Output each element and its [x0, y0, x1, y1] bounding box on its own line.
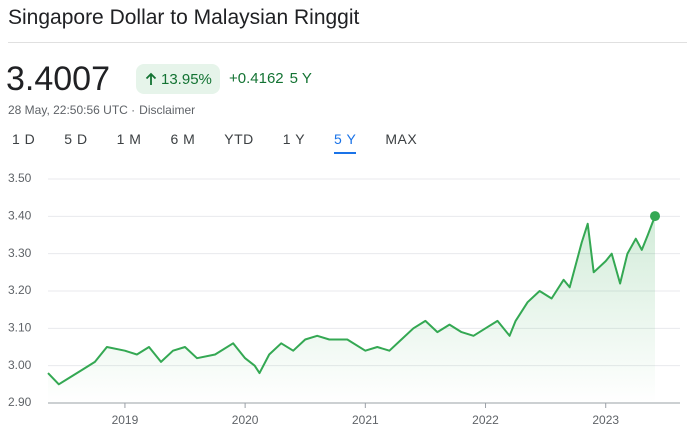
x-tick-label: 2023	[592, 413, 619, 427]
area-fill	[48, 216, 655, 403]
end-point	[650, 211, 660, 222]
x-tick-label: 2022	[472, 413, 499, 427]
change-value: +0.4162	[229, 70, 284, 87]
timestamp-row: 28 May, 22:50:56 UTC · Disclaimer	[8, 103, 195, 117]
timestamp: 28 May, 22:50:56 UTC ·	[8, 103, 136, 117]
price-line	[47, 215, 656, 386]
divider	[8, 42, 687, 43]
range-tab[interactable]: 5 D	[64, 131, 88, 147]
range-tab[interactable]: 5 Y	[334, 128, 357, 154]
y-tick-label: 3.10	[8, 321, 32, 335]
y-tick-label: 3.20	[8, 283, 32, 297]
change-percent: 13.95%	[161, 70, 212, 88]
y-tick-label: 3.00	[8, 358, 32, 372]
x-tick-label: 2019	[112, 413, 139, 427]
disclaimer[interactable]: Disclaimer	[139, 103, 196, 117]
title: Singapore Dollar to Malaysian Ringgit	[8, 6, 360, 29]
up-arrow	[145, 72, 157, 85]
range-tab[interactable]: 6 M	[170, 131, 196, 147]
range-tab[interactable]: 1 M	[116, 131, 142, 147]
x-tick-label: 2021	[352, 413, 379, 427]
change-badge: 13.95%	[136, 64, 220, 94]
price: 3.4007	[6, 60, 110, 98]
change: +0.4162 5 Y	[229, 70, 312, 87]
y-tick-label: 3.30	[8, 246, 32, 260]
y-tick-label: 3.50	[8, 171, 32, 185]
range-tab[interactable]: MAX	[385, 131, 418, 147]
range-tab[interactable]: 1 Y	[282, 131, 306, 147]
y-tick-label: 3.40	[8, 209, 32, 223]
period: 5 Y	[289, 70, 312, 87]
range-tab[interactable]: YTD	[224, 131, 254, 147]
range-tab[interactable]: 1 D	[12, 131, 36, 147]
range-tabs: 1 D 5 D 1 M 6 M YTD 1 Y 5 Y MAX	[12, 128, 446, 154]
x-tick-label: 2020	[232, 413, 259, 427]
y-tick-label: 2.90	[8, 395, 32, 409]
